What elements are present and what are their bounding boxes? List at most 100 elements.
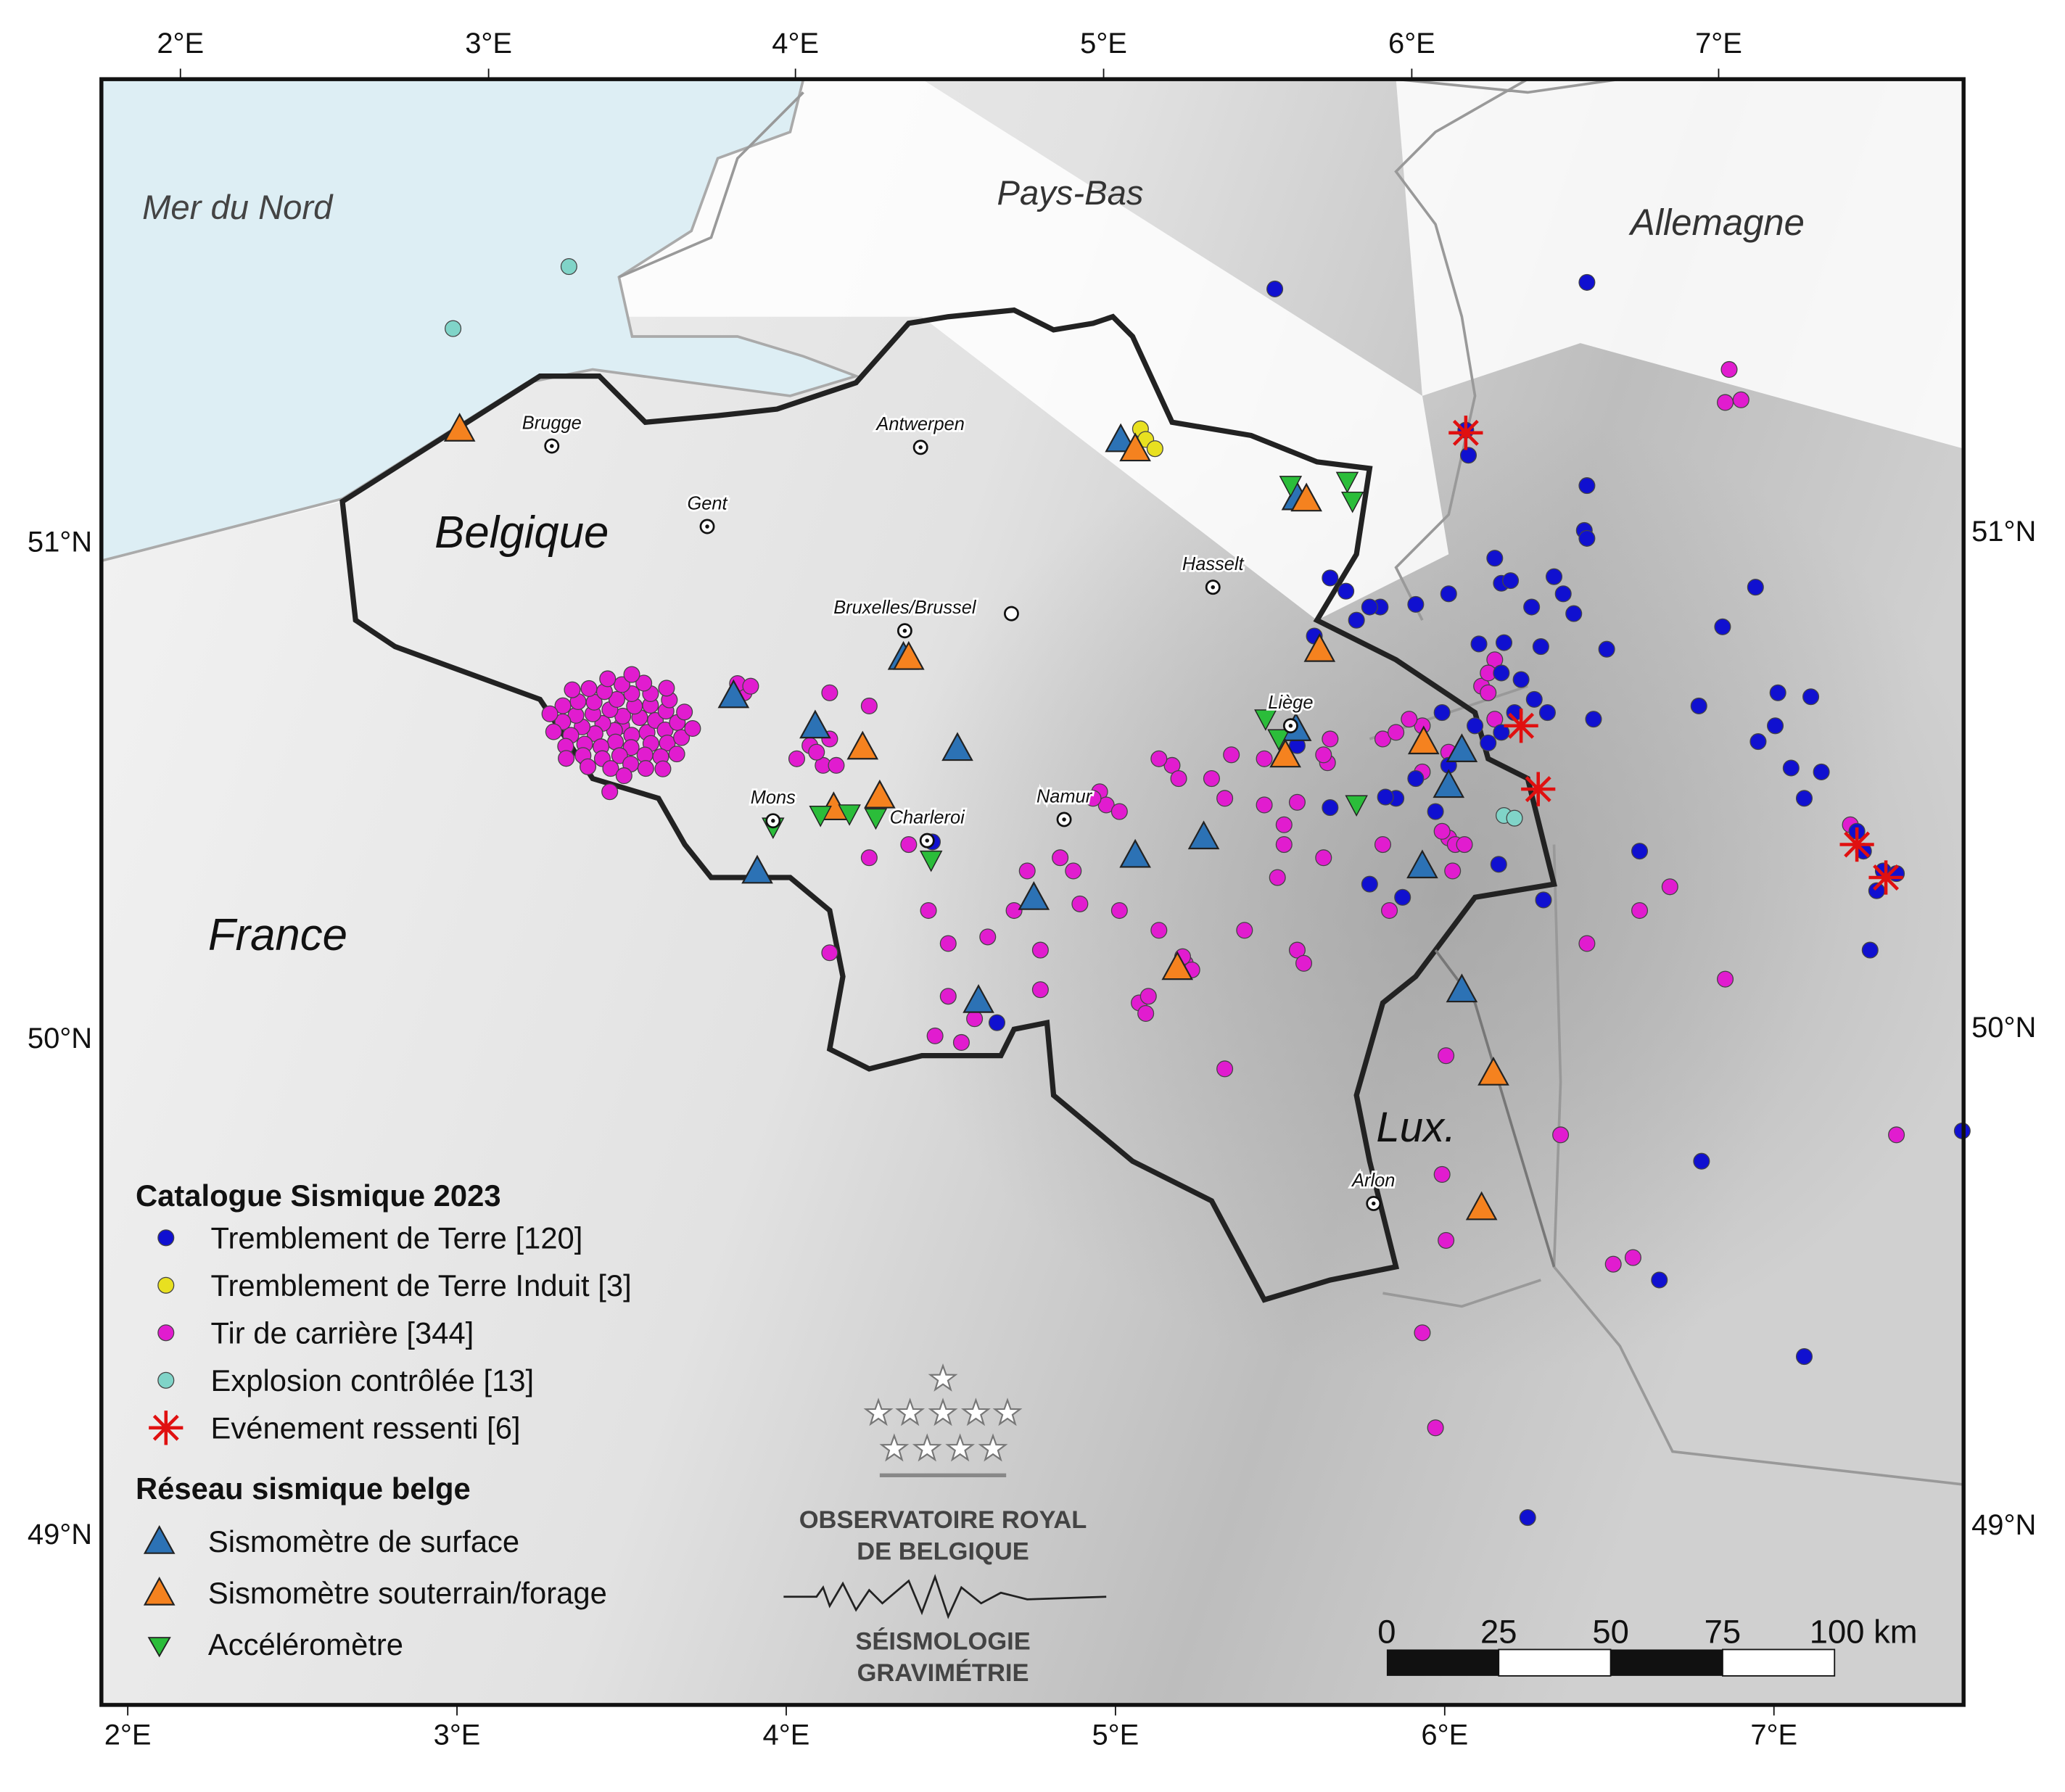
station-marker — [1303, 632, 1336, 662]
event-marker — [1427, 803, 1444, 820]
event-marker — [1361, 598, 1378, 616]
event-marker — [673, 729, 691, 746]
city-label: Brugge — [522, 413, 582, 433]
event-marker — [1236, 922, 1253, 939]
event-marker — [1052, 849, 1069, 867]
event-marker — [1256, 750, 1273, 767]
country-label: Allemagne — [1628, 202, 1805, 243]
event-marker — [1861, 941, 1879, 959]
lat-tick-label: 50°N — [28, 1023, 92, 1054]
station-marker — [963, 983, 994, 1013]
event-marker — [828, 756, 845, 774]
event-marker — [1585, 711, 1602, 728]
event-marker — [1266, 280, 1284, 298]
event-marker — [1401, 711, 1418, 728]
event-marker — [1275, 816, 1293, 833]
event-marker — [558, 750, 575, 767]
station-marker — [941, 732, 973, 761]
event-marker — [1506, 809, 1523, 827]
station-marker — [741, 854, 773, 884]
belgium-border — [339, 307, 1557, 1303]
event-marker — [1720, 360, 1738, 379]
event-marker — [541, 705, 559, 722]
event-marker — [1216, 790, 1234, 807]
logo-text: GRAVIMÉTRIE — [857, 1658, 1029, 1687]
event-marker — [988, 1014, 1006, 1031]
event-marker — [1545, 568, 1563, 585]
event-marker — [1717, 970, 1734, 988]
event-marker — [1361, 875, 1378, 893]
event-marker — [1813, 763, 1830, 781]
lon-tick-label: 3°E — [465, 28, 512, 59]
scale-label: 75 — [1705, 1613, 1741, 1650]
event-marker — [1552, 1126, 1570, 1144]
station-marker — [1279, 476, 1303, 497]
event-marker — [1693, 1152, 1710, 1170]
station-marker — [1446, 733, 1478, 762]
legend-label: Tremblement de Terre Induit [3] — [211, 1268, 632, 1302]
city-marker — [1211, 585, 1215, 590]
felt-marker — [1448, 416, 1483, 450]
event-marker — [637, 760, 654, 777]
station-marker — [1406, 849, 1438, 879]
logo-star — [863, 1397, 894, 1426]
station-marker — [1187, 820, 1220, 850]
event-marker — [1288, 793, 1306, 811]
legend-label: Sismomètre souterrain/forage — [208, 1576, 607, 1610]
legend-label: Evénement ressenti [6] — [211, 1411, 521, 1445]
event-marker — [1256, 796, 1273, 814]
event-marker — [742, 677, 759, 695]
event-marker — [1374, 730, 1392, 748]
event-marker — [1767, 717, 1784, 735]
legend-swatch — [157, 1324, 175, 1342]
lon-tick-label: 2°E — [157, 28, 204, 59]
event-marker — [1097, 796, 1115, 814]
city-marker — [1372, 1201, 1376, 1206]
lon-tick-label: 7°E — [1750, 1719, 1797, 1751]
event-marker — [1747, 579, 1764, 596]
event-marker — [1223, 746, 1240, 764]
event-marker — [1146, 440, 1163, 458]
station-marker — [864, 779, 896, 809]
event-marker — [1538, 704, 1556, 722]
event-marker — [1414, 1324, 1431, 1342]
event-marker — [1407, 770, 1425, 788]
station-marker — [919, 850, 943, 872]
event-marker — [1065, 862, 1082, 880]
station-marker — [799, 709, 831, 739]
felt-marker — [1868, 860, 1903, 895]
event-marker — [445, 320, 462, 337]
event-marker — [821, 944, 838, 962]
event-marker — [1288, 941, 1306, 959]
event-marker — [1888, 1126, 1905, 1144]
lon-tick-label: 6°E — [1388, 28, 1435, 59]
event-marker — [668, 746, 685, 763]
event-marker — [1216, 1060, 1234, 1078]
event-marker — [1519, 1508, 1536, 1527]
logo-star — [879, 1433, 910, 1462]
felt-marker — [1504, 709, 1538, 743]
event-marker — [684, 719, 701, 738]
event-marker — [1732, 391, 1749, 408]
event-marker — [1578, 477, 1596, 495]
event-marker — [1322, 730, 1339, 748]
event-marker — [1512, 671, 1530, 688]
event-marker — [1486, 711, 1504, 728]
lat-tick-label: 49°N — [1971, 1509, 2036, 1541]
event-marker — [788, 750, 806, 767]
event-marker — [1495, 634, 1513, 651]
station-marker — [1105, 423, 1137, 453]
city-marker — [1004, 606, 1019, 622]
station-marker — [1119, 838, 1151, 868]
event-marker — [1802, 688, 1820, 706]
legend-label: Accéléromètre — [208, 1627, 403, 1661]
event-marker — [1139, 988, 1157, 1005]
event-marker — [1795, 790, 1813, 807]
scale-label: 50 — [1592, 1613, 1628, 1650]
scale-segment — [1386, 1649, 1499, 1676]
legend-label: Sismomètre de surface — [208, 1524, 519, 1558]
event-marker — [1374, 835, 1392, 854]
station-marker — [1477, 1057, 1509, 1086]
city-marker — [918, 445, 923, 450]
country-label: France — [208, 910, 347, 960]
